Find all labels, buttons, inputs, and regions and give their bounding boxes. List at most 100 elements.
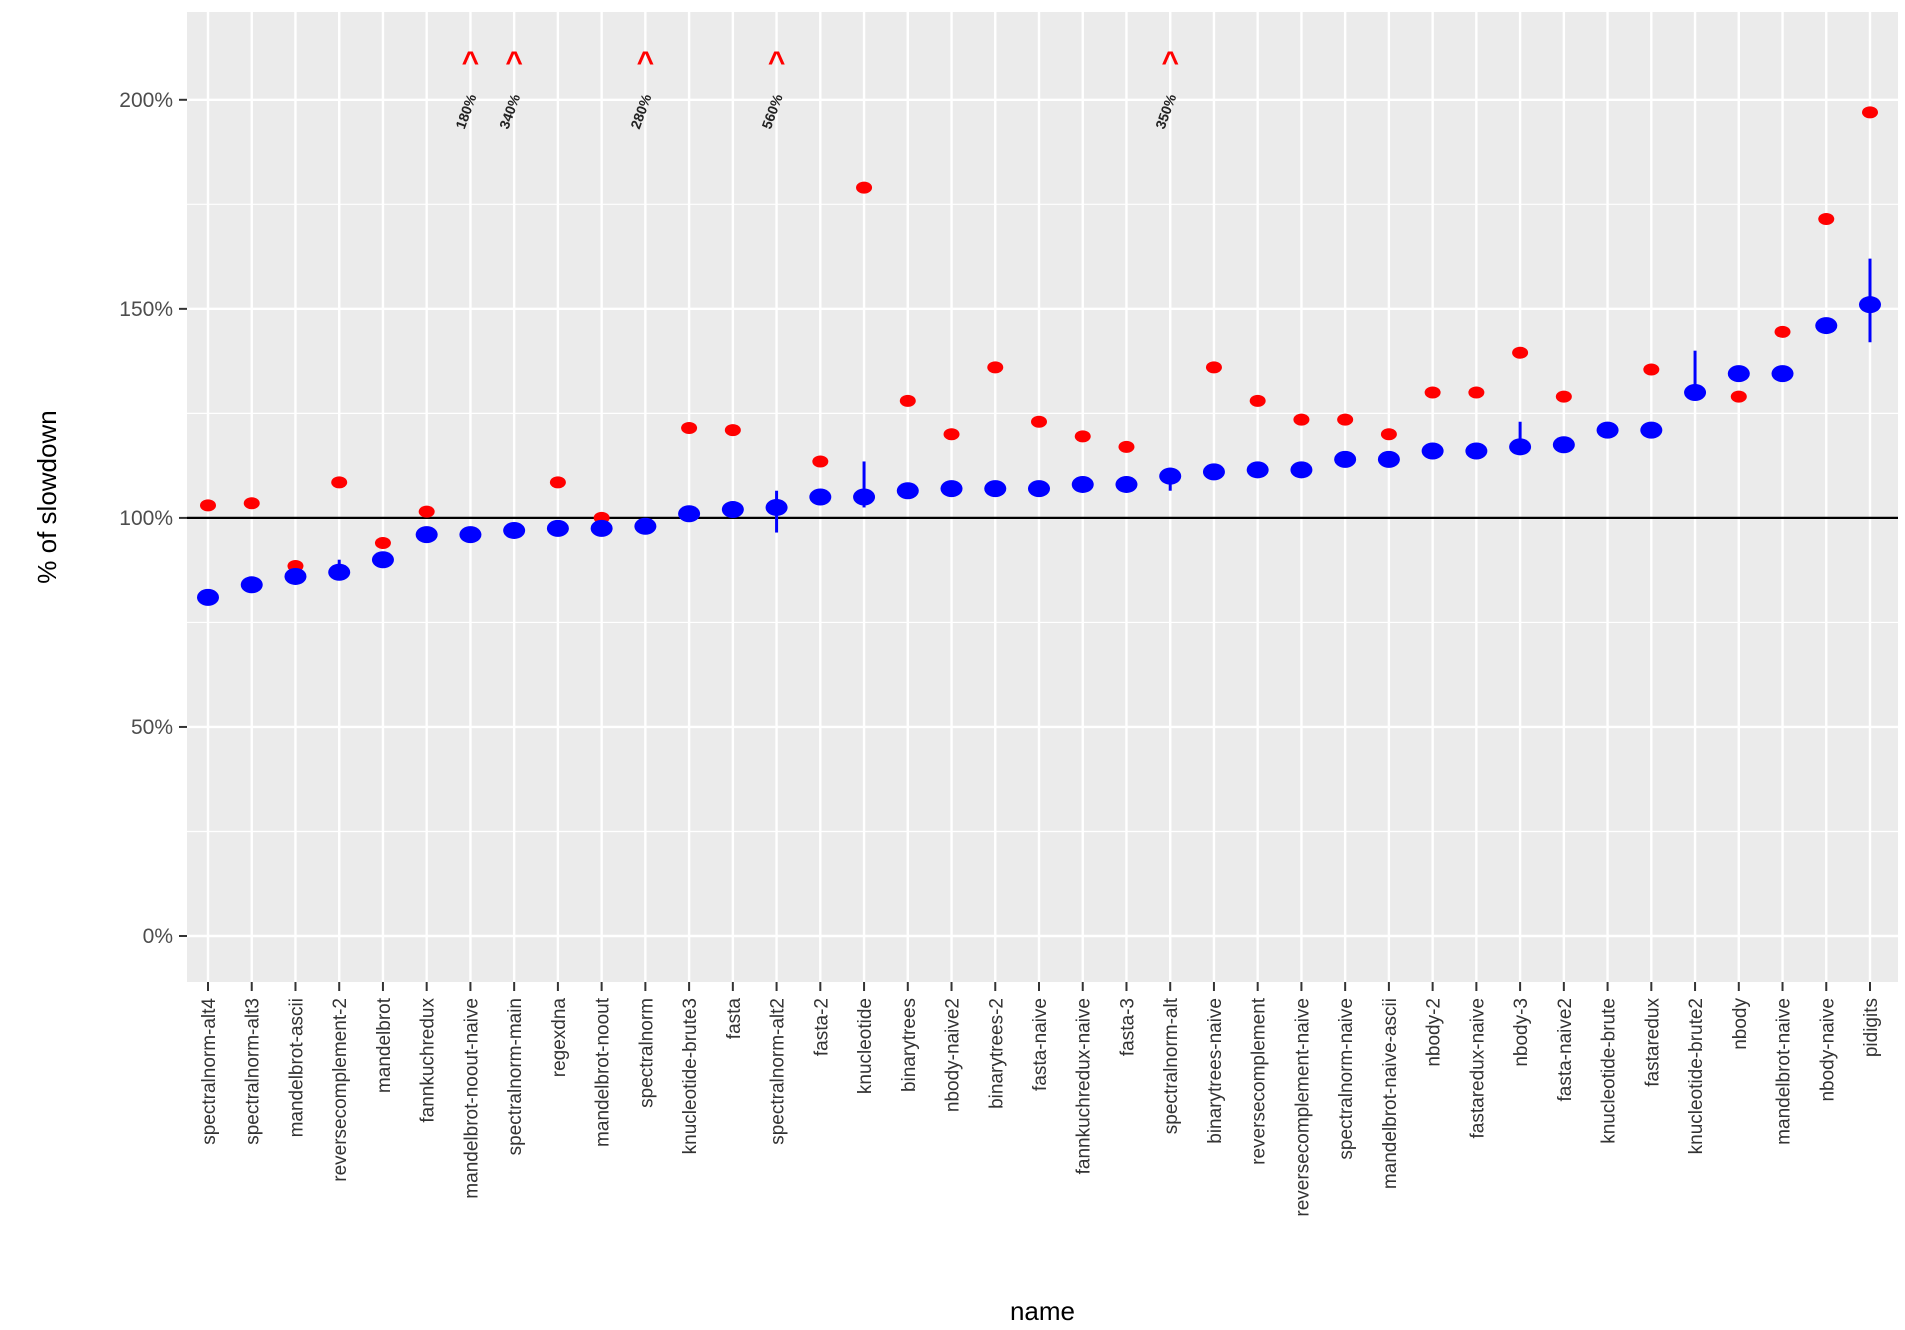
point-series-b xyxy=(812,455,829,468)
point-series-b xyxy=(724,424,741,437)
point-series-b xyxy=(987,361,1004,374)
point-series-a xyxy=(240,576,263,594)
x-tick-label: reversecomplement xyxy=(1249,997,1270,1165)
point-series-b xyxy=(1380,428,1397,441)
x-tick-label: mandelbrot-ascii xyxy=(286,998,307,1137)
x-tick-label: pidigits xyxy=(1861,998,1882,1057)
x-tick-label: fannkuchredux-naive xyxy=(1074,998,1095,1174)
point-series-b xyxy=(1249,394,1266,407)
x-tick-label: fannkuchredux xyxy=(418,998,439,1123)
point-series-a xyxy=(1771,365,1794,383)
point-series-a xyxy=(1028,480,1050,498)
point-series-b xyxy=(331,476,348,489)
point-series-b xyxy=(200,499,216,512)
point-series-a xyxy=(415,526,438,544)
point-series-b xyxy=(1031,415,1047,428)
point-series-a xyxy=(1859,296,1881,314)
point-series-a xyxy=(634,517,657,535)
x-tick-label: fastaredux-naive xyxy=(1467,998,1488,1138)
point-series-a xyxy=(721,501,744,519)
y-axis-title: % of slowdown xyxy=(32,410,62,583)
point-series-a xyxy=(765,498,788,516)
point-series-a xyxy=(590,519,613,537)
x-tick-label: knucleotide-brute xyxy=(1599,998,1620,1144)
x-tick-label: spectralnorm xyxy=(636,998,657,1108)
point-series-b xyxy=(943,428,960,441)
x-tick-label: nbody xyxy=(1730,998,1751,1050)
point-series-a xyxy=(1596,421,1619,439)
point-series-b xyxy=(418,505,435,518)
clip-caret: ^ xyxy=(768,46,786,79)
x-tick-label: mandelbrot-noout xyxy=(593,997,614,1147)
point-series-a xyxy=(1071,475,1094,493)
y-tick-label: 150% xyxy=(119,298,173,321)
clip-caret: ^ xyxy=(637,46,655,79)
point-series-b xyxy=(1862,106,1878,119)
clip-caret: ^ xyxy=(462,46,480,79)
x-tick-label: mandelbrot-noout-naive xyxy=(461,998,482,1199)
x-tick-label: mandelbrot-naive xyxy=(1774,998,1795,1145)
x-tick-label: spectralnorm-main xyxy=(505,998,526,1155)
point-series-b xyxy=(1555,390,1572,403)
x-tick-label: binarytrees-naive xyxy=(1205,998,1226,1144)
x-tick-label: fasta-naive2 xyxy=(1555,998,1576,1102)
x-tick-label: knucleotide-brute3 xyxy=(680,998,701,1154)
point-series-a xyxy=(1334,450,1357,468)
x-tick-label: spectralnorm-alt4 xyxy=(199,998,220,1145)
point-series-b xyxy=(1818,212,1835,225)
point-series-a xyxy=(1465,442,1488,460)
point-series-a xyxy=(678,505,701,523)
point-series-a xyxy=(853,488,876,506)
clipped-marker-layer: ^180%^340%^280%^560%^350% xyxy=(452,46,1179,131)
x-tick-label: spectralnorm-alt3 xyxy=(243,998,264,1145)
point-series-b xyxy=(1074,430,1091,443)
x-tick-label: knucleotide xyxy=(855,998,876,1094)
x-tick-label: reversecomplement-naive xyxy=(1292,998,1313,1217)
point-series-a xyxy=(896,482,919,500)
point-series-a xyxy=(1727,365,1750,383)
point-series-a xyxy=(371,551,394,569)
point-series-b xyxy=(1424,386,1441,399)
point-series-a xyxy=(503,521,526,539)
x-tick-label: fasta-2 xyxy=(811,998,832,1056)
x-tick-label: binarytrees-2 xyxy=(986,998,1007,1109)
point-series-a xyxy=(940,480,963,498)
point-series-a xyxy=(1246,461,1269,479)
point-series-a xyxy=(1421,442,1444,460)
plot-panel xyxy=(187,12,1898,982)
point-series-a xyxy=(1202,463,1225,481)
point-series-a xyxy=(459,526,482,544)
x-tick-label: fasta-naive xyxy=(1030,998,1051,1091)
point-series-b xyxy=(899,394,916,407)
point-series-a xyxy=(1115,475,1138,493)
point-series-b xyxy=(1337,413,1354,426)
clip-caret: ^ xyxy=(505,46,523,79)
x-tick-label: spectralnorm-alt xyxy=(1161,997,1182,1134)
point-series-b xyxy=(1730,390,1747,403)
point-series-b xyxy=(681,422,698,435)
x-tick-label: fasta xyxy=(724,998,745,1040)
x-tick-label: nbody-2 xyxy=(1424,998,1445,1067)
axis-layer: 0% 50% 100% 150% 200% spectralnorm-alt4 spectr… xyxy=(119,89,1882,1217)
x-tick-label: nbody-3 xyxy=(1511,998,1532,1067)
point-series-b xyxy=(1293,413,1310,426)
point-series-a xyxy=(984,480,1007,498)
point-series-b xyxy=(549,476,566,489)
point-series-a xyxy=(197,588,219,606)
point-series-a xyxy=(1509,438,1532,456)
point-series-b xyxy=(1118,440,1135,453)
point-series-b xyxy=(1512,346,1529,359)
x-tick-label: knucleotide-brute2 xyxy=(1686,998,1707,1154)
point-series-b xyxy=(1468,386,1485,399)
clip-caret: ^ xyxy=(1161,46,1179,79)
x-tick-label: mandelbrot xyxy=(374,997,395,1093)
x-axis-title: name xyxy=(1010,1296,1075,1326)
x-tick-label: reversecomplement-2 xyxy=(330,998,351,1182)
point-series-b xyxy=(856,181,873,194)
x-tick-label: fasta-3 xyxy=(1117,998,1138,1056)
point-series-a xyxy=(328,563,351,581)
point-series-a xyxy=(809,488,832,506)
point-series-a xyxy=(1640,421,1663,439)
point-layer xyxy=(197,106,1881,606)
